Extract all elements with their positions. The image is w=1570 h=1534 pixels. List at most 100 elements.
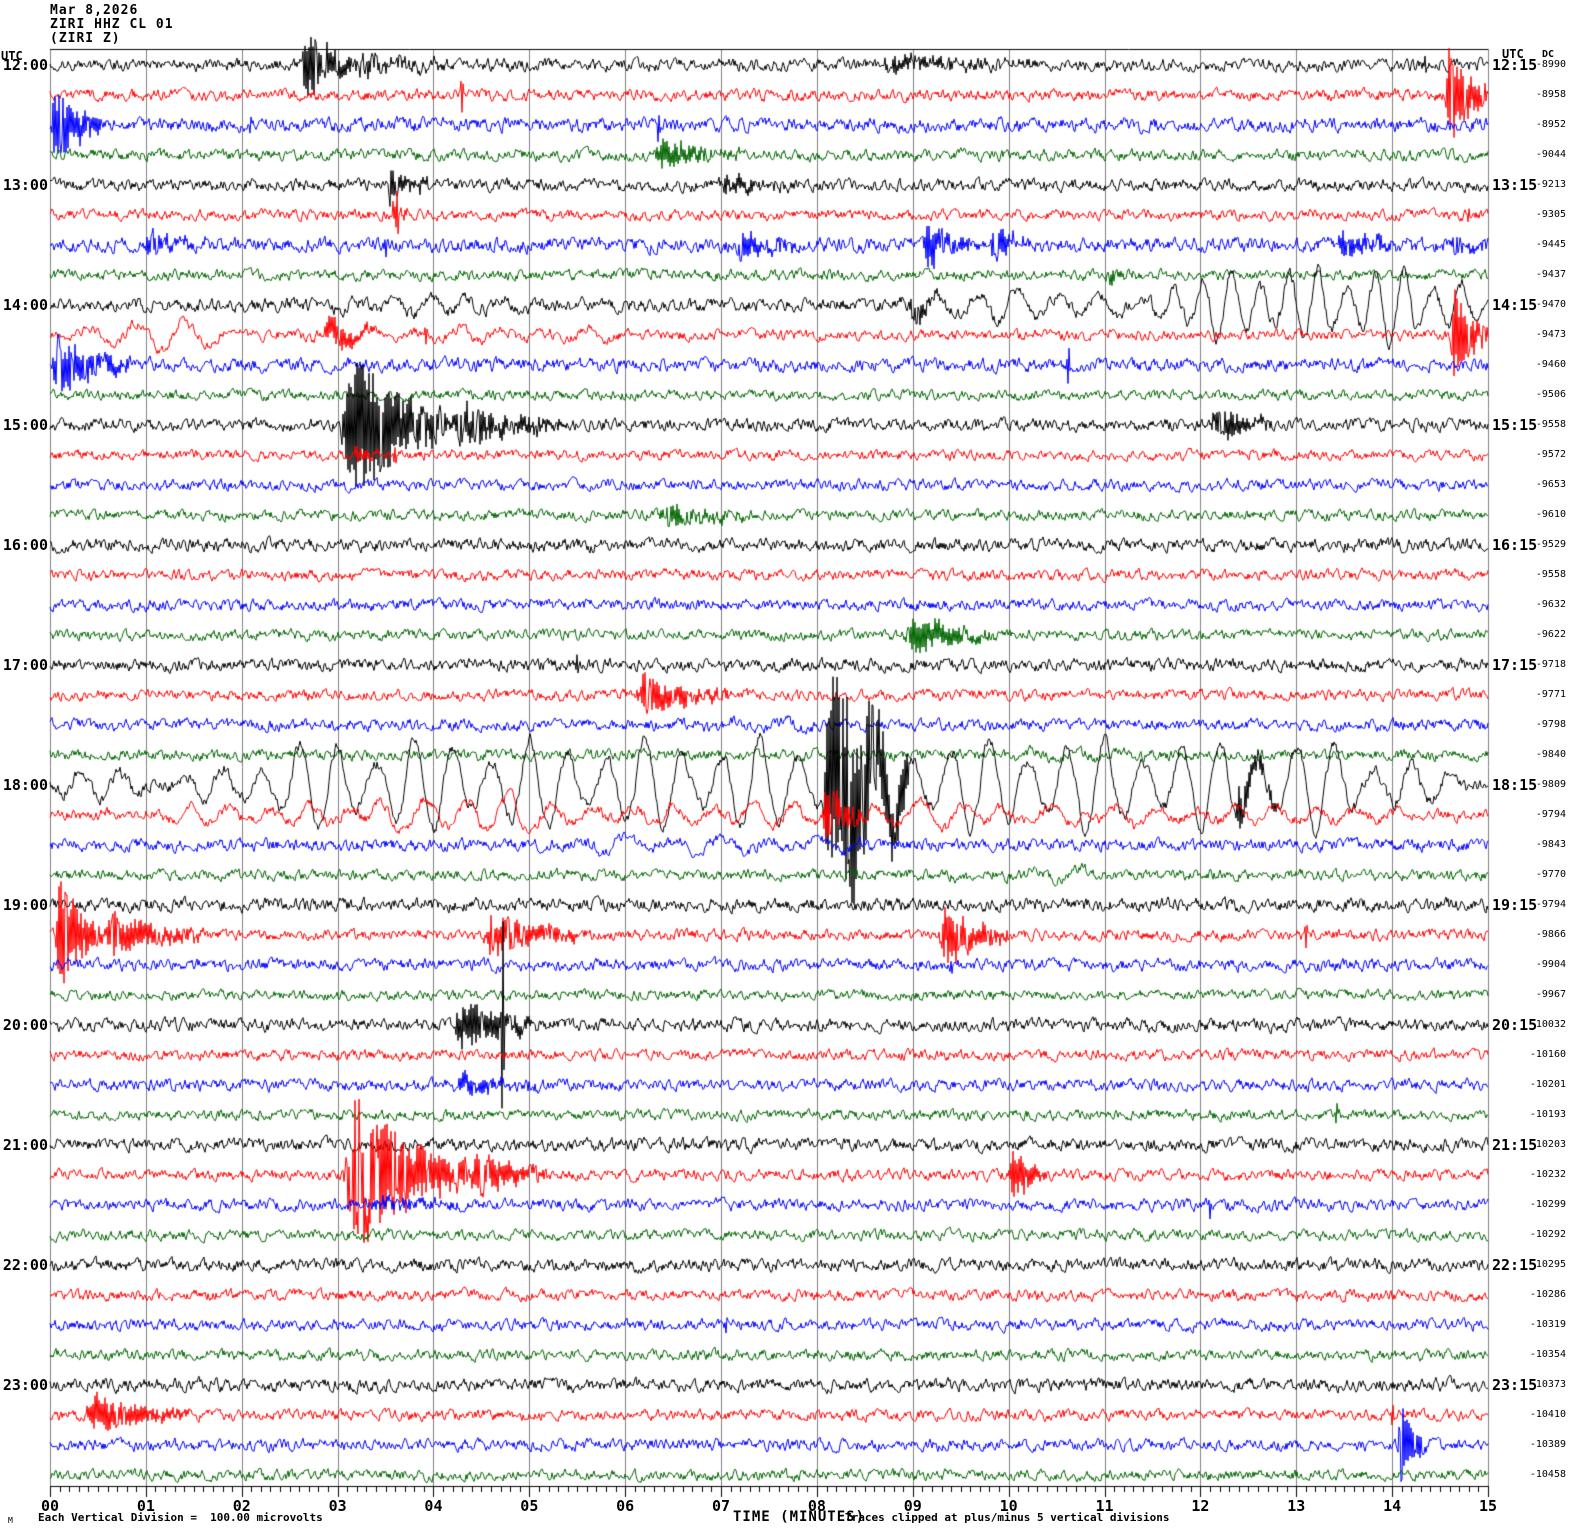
hour-label: 21:00 bbox=[2, 1136, 48, 1154]
dc-value: -9798 bbox=[1535, 719, 1566, 730]
dc-value: -10232 bbox=[1529, 1169, 1566, 1180]
dc-value: -9529 bbox=[1535, 539, 1566, 550]
hour-label: 23:00 bbox=[2, 1376, 48, 1394]
dc-value: -9437 bbox=[1535, 269, 1566, 280]
dc-value: -10286 bbox=[1529, 1289, 1566, 1300]
hour-label: 18:00 bbox=[2, 776, 48, 794]
dc-value: -9506 bbox=[1535, 389, 1566, 400]
dc-value: -9305 bbox=[1535, 209, 1566, 220]
title-channel: (ZIRI Z) bbox=[50, 31, 121, 46]
dc-value: -10354 bbox=[1529, 1349, 1566, 1360]
utc-header-right: UTC bbox=[1502, 47, 1524, 61]
quarter-label: 19:15 bbox=[1492, 896, 1538, 914]
dc-value: -9771 bbox=[1535, 689, 1566, 700]
dc-value: -9558 bbox=[1535, 419, 1566, 430]
dc-value: -10295 bbox=[1529, 1259, 1566, 1270]
minute-label: 03 bbox=[328, 1497, 347, 1515]
quarter-label: 12:15 bbox=[1492, 56, 1538, 74]
utc-header-left: UTC bbox=[1, 49, 23, 63]
dc-value: -10458 bbox=[1529, 1469, 1566, 1480]
dc-value: -9610 bbox=[1535, 509, 1566, 520]
dc-value: -9460 bbox=[1535, 359, 1566, 370]
dc-value: -9866 bbox=[1535, 929, 1566, 940]
minute-label: 01 bbox=[136, 1497, 155, 1515]
minute-label: 07 bbox=[712, 1497, 731, 1515]
hour-label: 22:00 bbox=[2, 1256, 48, 1274]
dc-value: -10203 bbox=[1529, 1139, 1566, 1150]
x-axis-title: TIME (MINUTES) bbox=[733, 1509, 866, 1525]
minute-label: 06 bbox=[616, 1497, 635, 1515]
minute-label: 09 bbox=[903, 1497, 922, 1515]
footer-clip-note: Traces clipped at plus/minus 5 vertical … bbox=[845, 1511, 1170, 1524]
footer-scale-note: Each Vertical Division = 100.00 microvol… bbox=[38, 1511, 323, 1524]
dc-value: -10201 bbox=[1529, 1079, 1566, 1090]
dc-value: -9558 bbox=[1535, 569, 1566, 580]
title-station: ZIRI HHZ CL 01 bbox=[50, 17, 174, 32]
dc-value: -10299 bbox=[1529, 1199, 1566, 1210]
dc-value: -8990 bbox=[1535, 59, 1566, 70]
dc-value: -9904 bbox=[1535, 959, 1566, 970]
minute-label: 14 bbox=[1383, 1497, 1402, 1515]
title-date: Mar 8,2026 bbox=[50, 3, 139, 18]
minute-label: 13 bbox=[1287, 1497, 1306, 1515]
minute-label: 08 bbox=[807, 1497, 826, 1515]
quarter-label: 20:15 bbox=[1492, 1016, 1538, 1034]
dc-header: DC bbox=[1542, 49, 1555, 60]
minute-label: 10 bbox=[999, 1497, 1018, 1515]
dc-value: -9044 bbox=[1535, 149, 1566, 160]
quarter-label: 23:15 bbox=[1492, 1376, 1538, 1394]
hour-label: 14:00 bbox=[2, 296, 48, 314]
minute-label: 00 bbox=[40, 1497, 60, 1515]
dc-value: -9213 bbox=[1535, 179, 1566, 190]
dc-value: -9632 bbox=[1535, 599, 1566, 610]
dc-value: -9473 bbox=[1535, 329, 1566, 340]
quarter-label: 13:15 bbox=[1492, 176, 1538, 194]
quarter-label: 16:15 bbox=[1492, 536, 1538, 554]
dc-value: -10389 bbox=[1529, 1439, 1566, 1450]
dc-value: -9843 bbox=[1535, 839, 1566, 850]
quarter-label: 17:15 bbox=[1492, 656, 1538, 674]
dc-value: -9794 bbox=[1535, 809, 1566, 820]
dc-value: -8958 bbox=[1535, 89, 1566, 100]
dc-value: -9622 bbox=[1535, 629, 1566, 640]
dc-value: -10193 bbox=[1529, 1109, 1566, 1120]
quarter-label: 15:15 bbox=[1492, 416, 1538, 434]
quarter-label: 22:15 bbox=[1492, 1256, 1538, 1274]
dc-value: -9718 bbox=[1535, 659, 1566, 670]
hour-label: 20:00 bbox=[2, 1016, 48, 1034]
minute-label: 11 bbox=[1095, 1497, 1114, 1515]
quarter-label: 21:15 bbox=[1492, 1136, 1538, 1154]
hour-label: 15:00 bbox=[2, 416, 48, 434]
minute-label: 04 bbox=[424, 1497, 443, 1515]
dc-value: -9445 bbox=[1535, 239, 1566, 250]
quarter-label: 18:15 bbox=[1492, 776, 1538, 794]
quarter-label: 14:15 bbox=[1492, 296, 1538, 314]
dc-value: -9967 bbox=[1535, 989, 1566, 1000]
hour-label: 19:00 bbox=[2, 896, 48, 914]
minute-label: 05 bbox=[520, 1497, 539, 1515]
dc-value: -10160 bbox=[1529, 1049, 1566, 1060]
dc-value: -9840 bbox=[1535, 749, 1566, 760]
dc-value: -9653 bbox=[1535, 479, 1566, 490]
hour-label: 16:00 bbox=[2, 536, 48, 554]
dc-value: -9770 bbox=[1535, 869, 1566, 880]
dc-value: -10292 bbox=[1529, 1229, 1566, 1240]
hour-label: 13:00 bbox=[2, 176, 48, 194]
dc-value: -10032 bbox=[1529, 1019, 1566, 1030]
hour-label: 17:00 bbox=[2, 656, 48, 674]
minute-label: 02 bbox=[232, 1497, 251, 1515]
dc-value: -10410 bbox=[1529, 1409, 1566, 1420]
hour-label: 12:00 bbox=[2, 56, 48, 74]
minute-label: 12 bbox=[1191, 1497, 1210, 1515]
dc-value: -9809 bbox=[1535, 779, 1566, 790]
footer-mark: M bbox=[8, 1516, 13, 1525]
dc-value: -9794 bbox=[1535, 899, 1566, 910]
minute-label: 15 bbox=[1478, 1497, 1498, 1515]
dc-value: -10373 bbox=[1529, 1379, 1566, 1390]
dc-value: -10319 bbox=[1529, 1319, 1566, 1330]
dc-value: -9572 bbox=[1535, 449, 1566, 460]
dc-value: -9470 bbox=[1535, 299, 1566, 310]
dc-value: -8952 bbox=[1535, 119, 1566, 130]
